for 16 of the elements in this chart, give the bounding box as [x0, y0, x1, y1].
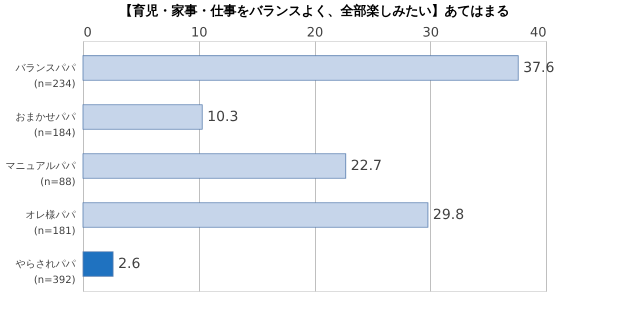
- data-label: 22.7: [350, 158, 382, 174]
- y-tick-label: おまかせパパ (n=184): [16, 112, 76, 139]
- x-tick-label: 40: [530, 26, 546, 40]
- data-label: 2.6: [118, 256, 140, 272]
- chart-title: 【育児・家事・仕事をバランスよく、全部楽しみたい】あてはまる: [120, 3, 510, 19]
- y-tick-label: バランスパパ (n=234): [14, 62, 76, 90]
- data-label: 10.3: [207, 108, 238, 125]
- x-tick-label: 0: [84, 26, 92, 40]
- data-label: 29.8: [432, 207, 464, 224]
- x-tick-label: 10: [190, 26, 208, 40]
- y-tick-label: やらされパパ (n=392): [16, 259, 76, 286]
- y-tick-label: マニュアルパパ (n=88): [6, 161, 76, 188]
- y-tick-label: オレ様パパ (n=181): [26, 209, 76, 238]
- x-tick-label: 30: [422, 26, 440, 40]
- x-tick-label: 20: [306, 26, 324, 40]
- data-label: 37.6: [523, 60, 554, 76]
